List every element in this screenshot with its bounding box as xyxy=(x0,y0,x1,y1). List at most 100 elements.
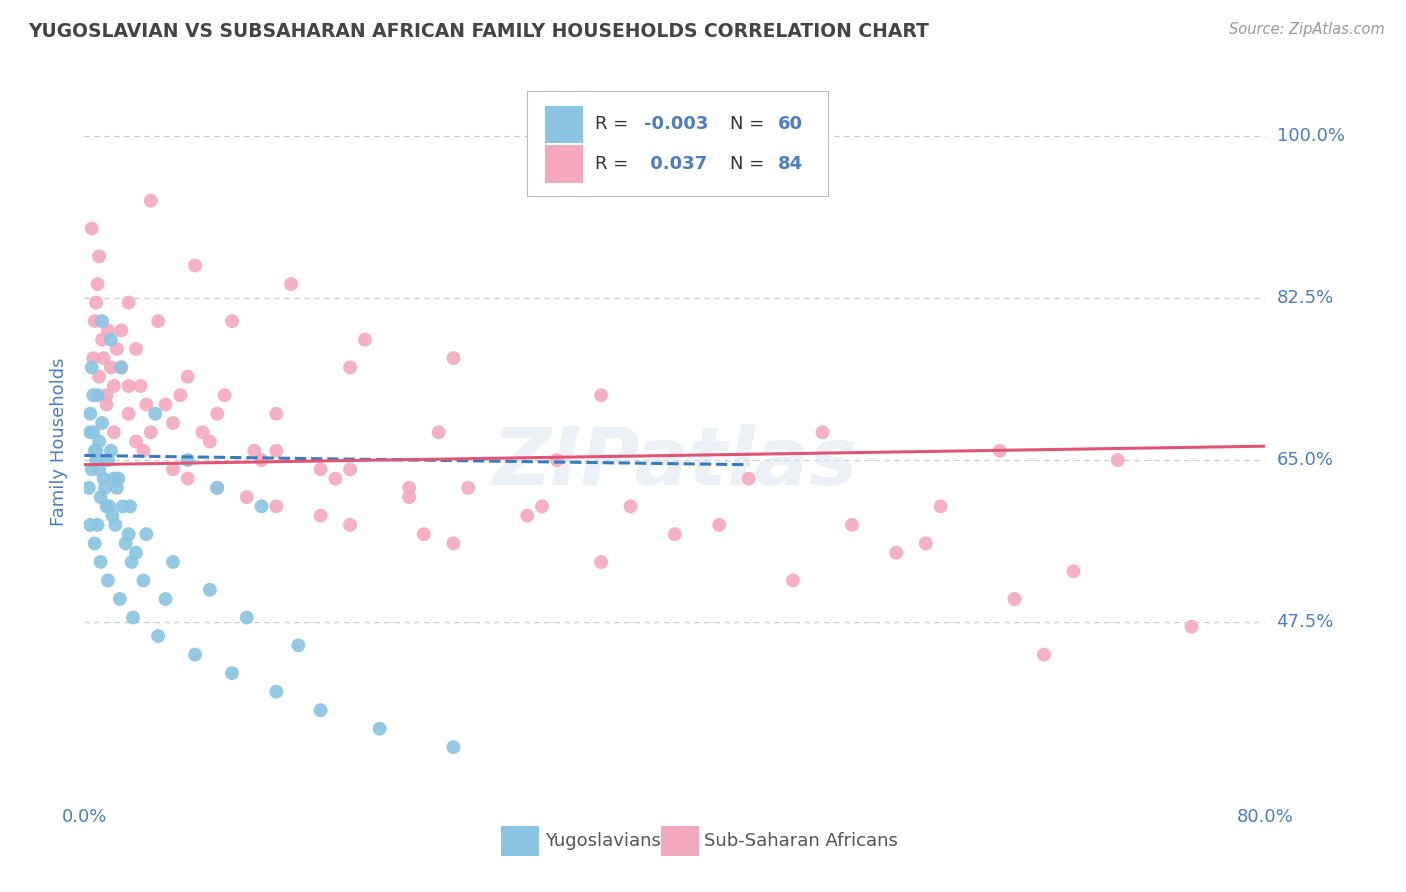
Point xyxy=(1033,648,1056,662)
Point xyxy=(443,536,465,550)
Point xyxy=(591,555,613,569)
Point xyxy=(198,582,221,597)
Point xyxy=(100,333,122,347)
Point xyxy=(531,500,554,514)
Text: N =: N = xyxy=(730,115,765,133)
Point xyxy=(125,546,148,560)
Point xyxy=(1063,564,1085,578)
Point xyxy=(221,314,243,328)
Point xyxy=(811,425,834,440)
Point xyxy=(398,490,420,504)
Point xyxy=(443,740,465,755)
Text: 84: 84 xyxy=(778,155,803,173)
Point xyxy=(841,517,863,532)
Point xyxy=(108,592,131,607)
Point xyxy=(82,425,104,440)
FancyBboxPatch shape xyxy=(502,826,538,856)
Point xyxy=(354,333,377,347)
Point xyxy=(86,517,108,532)
Point xyxy=(77,481,100,495)
Point xyxy=(97,323,120,337)
Point xyxy=(91,416,114,430)
Point xyxy=(80,360,103,375)
Point xyxy=(148,314,170,328)
Point xyxy=(309,508,332,523)
Point xyxy=(111,500,134,514)
Point xyxy=(148,629,170,643)
Point xyxy=(221,666,243,681)
Point xyxy=(83,314,105,328)
Point xyxy=(929,500,952,514)
Point xyxy=(162,462,184,476)
Point xyxy=(135,397,157,411)
Point xyxy=(83,536,105,550)
FancyBboxPatch shape xyxy=(546,145,582,183)
Point xyxy=(398,481,420,495)
Point xyxy=(103,472,125,486)
Point xyxy=(457,481,479,495)
Point xyxy=(915,536,938,550)
Point xyxy=(86,277,108,291)
Point xyxy=(93,472,115,486)
Point xyxy=(121,555,143,569)
Point xyxy=(87,249,111,263)
Point xyxy=(236,490,259,504)
Point xyxy=(93,351,115,366)
Point xyxy=(155,397,177,411)
Point xyxy=(96,388,118,402)
Point xyxy=(90,555,112,569)
Point xyxy=(309,703,332,717)
Text: Yugoslavians: Yugoslavians xyxy=(546,832,661,850)
Point xyxy=(91,314,114,328)
Point xyxy=(591,388,613,402)
Point xyxy=(79,407,101,421)
Point xyxy=(132,574,155,588)
Point xyxy=(207,481,229,495)
Point xyxy=(129,379,152,393)
Point xyxy=(114,536,136,550)
Point xyxy=(132,443,155,458)
Point xyxy=(266,443,288,458)
Point xyxy=(91,333,114,347)
Point xyxy=(87,462,111,476)
Text: 47.5%: 47.5% xyxy=(1277,613,1334,632)
Point xyxy=(886,546,908,560)
Text: R =: R = xyxy=(595,115,628,133)
Point xyxy=(250,453,273,467)
Point xyxy=(177,472,200,486)
Point xyxy=(155,592,177,607)
Point xyxy=(443,351,465,366)
Text: N =: N = xyxy=(730,155,765,173)
Point xyxy=(266,407,288,421)
Point xyxy=(105,481,128,495)
Point xyxy=(516,508,538,523)
Point xyxy=(236,610,259,624)
Y-axis label: Family Households: Family Households xyxy=(51,358,69,525)
Text: Source: ZipAtlas.com: Source: ZipAtlas.com xyxy=(1229,22,1385,37)
FancyBboxPatch shape xyxy=(546,105,582,143)
Point xyxy=(162,416,184,430)
Point xyxy=(287,638,309,652)
Point xyxy=(86,388,108,402)
Point xyxy=(120,500,142,514)
Point xyxy=(139,425,162,440)
Point xyxy=(97,574,120,588)
Point xyxy=(184,648,207,662)
Point xyxy=(135,527,157,541)
Point xyxy=(207,407,229,421)
Point xyxy=(177,453,200,467)
Point xyxy=(339,462,361,476)
Text: -0.003: -0.003 xyxy=(644,115,709,133)
Point xyxy=(280,277,302,291)
Point xyxy=(325,472,347,486)
Point xyxy=(139,194,162,208)
Point xyxy=(1181,620,1204,634)
Point xyxy=(87,369,111,384)
Point xyxy=(84,453,107,467)
Point xyxy=(1004,592,1026,607)
Point xyxy=(118,407,141,421)
Point xyxy=(413,527,436,541)
Point xyxy=(125,342,148,356)
Point xyxy=(82,351,104,366)
Point xyxy=(143,407,166,421)
